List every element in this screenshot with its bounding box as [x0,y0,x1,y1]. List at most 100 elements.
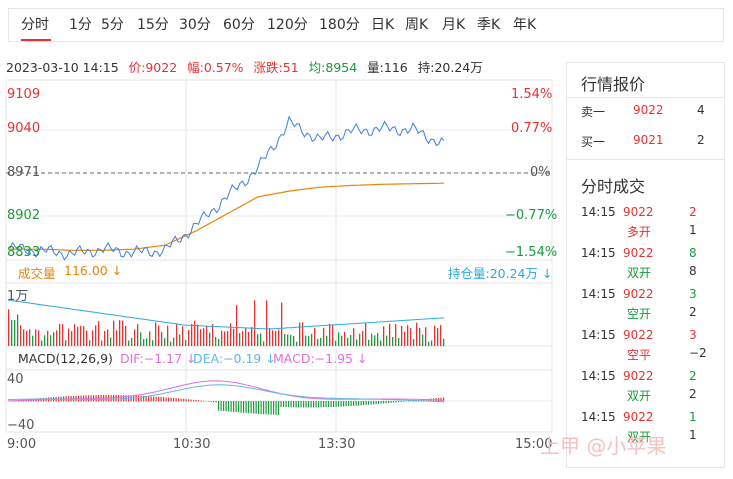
macd-bar [390,401,392,403]
volume-bar [8,309,10,346]
volume-bar [353,328,355,346]
macd-bar [243,401,245,413]
macd-bar [140,395,142,402]
trade-qty: 3 [689,287,697,301]
open-interest-line [7,299,445,330]
volume-bar [41,340,43,346]
macd-dea: DEA:−0.19 ↓ [193,351,276,366]
volume-bar [146,338,148,346]
macd-bar [358,401,360,406]
macd-bar [210,401,212,402]
macd-bar [278,401,280,415]
macd-bar [185,399,187,402]
price-label-4: 8902 [7,208,41,223]
volume-bar [119,320,121,346]
tab-15min[interactable]: 15分 [137,17,169,33]
macd-bar [160,397,162,402]
volume-bar [29,329,31,346]
volume-bar [26,330,28,346]
volume-bar [35,329,37,346]
macd-bar [338,401,340,407]
macd-bar [428,398,430,402]
macd-bar [215,401,217,403]
macd-bar [360,401,362,406]
volume-bar [152,340,154,346]
macd-bar [110,395,112,402]
volume-bar [20,325,22,346]
macd-bar [298,401,300,408]
trade-type: 多开 [627,225,652,239]
macd-bar [165,397,167,402]
volume-bar [383,326,385,346]
macd-name: MACD(12,26,9) [18,351,113,366]
macd-bar [348,401,350,407]
macd-bar [318,401,320,408]
time-label-1030: 10:30 [173,437,211,452]
volume-bar [32,335,34,346]
volume-bar [296,341,298,346]
volume-bar [239,333,241,346]
macd-bar [203,400,205,402]
volume-bar [428,341,430,346]
tab-quarter-k[interactable]: 季K [477,17,501,33]
macd-bar [113,395,115,402]
info-change: 涨跌:51 [253,60,299,75]
volume-bar [47,330,49,346]
trade-type: 双开 [627,430,652,444]
tab-5min[interactable]: 5分 [101,17,124,33]
macd-bar [395,401,397,403]
macd-bar [135,395,137,402]
volume-bar [356,339,358,346]
volume-bar [137,324,139,346]
tab-30min[interactable]: 30分 [179,17,211,33]
volume-bar [56,330,58,346]
volume-bar [89,340,91,346]
macd-bar [275,401,277,415]
macd-bar [288,401,290,408]
volume-bar [74,324,76,346]
macd-bar [200,400,202,402]
tab-120min[interactable]: 120分 [267,17,308,33]
trade-oi-change: −2 [689,346,707,360]
volume-bar [245,327,247,346]
tab-year-k[interactable]: 年K [513,17,537,33]
tab-60min[interactable]: 60分 [223,17,255,33]
macd-bar [405,400,407,402]
volume-bar [125,325,127,346]
macd-bar [333,401,335,407]
tab-1min[interactable]: 1分 [69,17,92,33]
macd-axis-bottom: −40 [7,418,35,433]
macd-bar [270,401,272,415]
macd-bar [238,401,240,413]
tab-fenshi[interactable]: 分时 [21,17,49,33]
volume-bar [431,340,433,346]
volume-bar [344,332,346,346]
macd-bar [300,401,302,408]
tab-180min[interactable]: 180分 [319,17,360,33]
volume-bars [8,300,445,346]
macd-bar [133,395,135,402]
macd-bar [190,399,192,402]
volume-bar [371,333,373,346]
volume-bar [401,325,403,346]
sell1-label: 卖一 [581,105,606,119]
tab-month-k[interactable]: 月K [442,17,466,33]
macd-bar [188,399,190,402]
buy1-price: 9021 [633,133,664,147]
tab-week-k[interactable]: 周K [405,17,429,33]
volume-bar [374,335,376,346]
macd-bar [425,399,427,402]
trade-qty: 1 [689,410,697,424]
dea-line [7,384,445,403]
macd-bar [175,398,177,402]
macd-bar [208,401,210,402]
quote-title: 行情报价 [581,75,646,94]
volume-bar [281,302,283,346]
tab-day-k[interactable]: 日K [371,17,395,33]
macd-bar [230,401,232,412]
volume-bar [404,331,406,346]
macd-bar [120,395,122,402]
volume-bar [221,330,223,346]
volume-bar [200,329,202,346]
volume-bar [365,322,367,346]
